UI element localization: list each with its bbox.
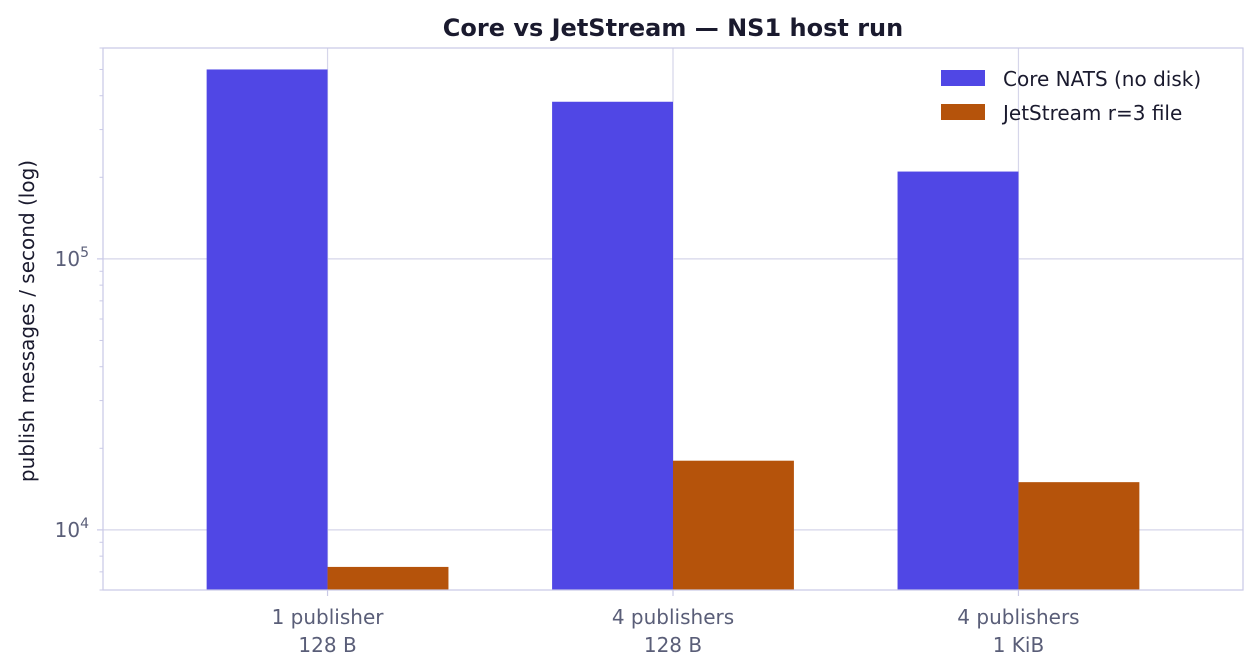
legend-label-2: JetStream r=3 file (1001, 101, 1182, 125)
x-tick-label: 4 publishers (957, 605, 1079, 629)
bar-series-2 (327, 566, 449, 590)
x-tick-label: 4 publishers (612, 605, 734, 629)
x-tick-label: 1 KiB (993, 633, 1044, 657)
y-axis-label: publish messages / second (log) (15, 160, 39, 482)
y-tick-exponent: 4 (80, 516, 89, 532)
y-tick-label: 104 (55, 516, 89, 542)
y-tick-base: 10 (55, 247, 80, 271)
chart-title: Core vs JetStream — NS1 host run (443, 14, 903, 42)
y-tick-label: 105 (55, 245, 89, 271)
x-tick-label: 128 B (644, 633, 702, 657)
bar-series-2 (673, 460, 794, 590)
bar-series-1 (552, 101, 673, 591)
y-tick-exponent: 5 (80, 245, 89, 261)
bars (206, 69, 1140, 591)
bar-series-1 (206, 69, 328, 590)
x-tick-label: 128 B (298, 633, 356, 657)
legend-swatch-2 (941, 104, 985, 120)
bar-series-1 (897, 171, 1019, 590)
bar-series-2 (1018, 482, 1140, 590)
legend-swatch-1 (941, 70, 985, 86)
x-axis-ticks: 1 publisher 128 B 4 publishers 128 B 4 publi… (272, 590, 1080, 657)
legend: Core NATS (no disk) JetStream r=3 file (941, 67, 1201, 125)
legend-label-1: Core NATS (no disk) (1003, 67, 1201, 91)
y-tick-base: 10 (55, 518, 80, 542)
x-tick-label: 1 publisher (272, 605, 385, 629)
